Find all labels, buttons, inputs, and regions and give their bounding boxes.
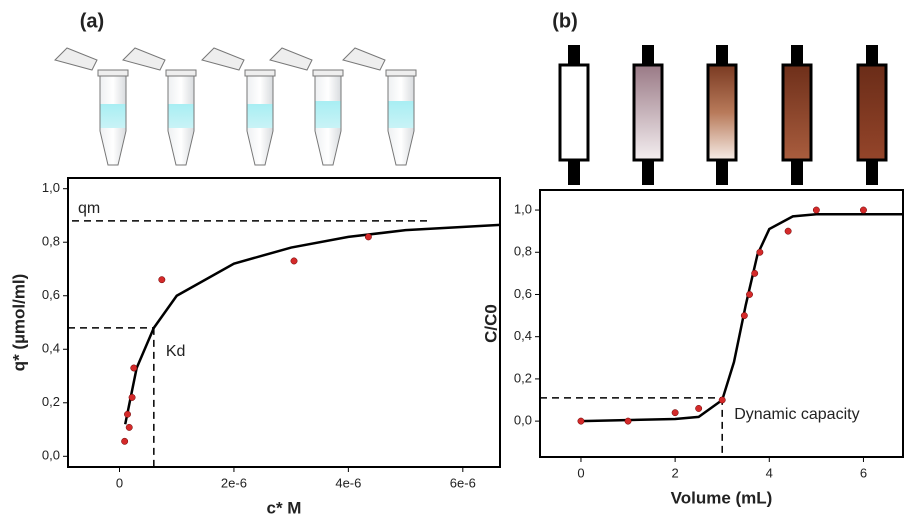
plot-frame bbox=[539, 189, 904, 458]
annotation: Kd bbox=[166, 343, 186, 360]
data-point bbox=[125, 423, 133, 431]
annotation: Dynamic capacity bbox=[734, 406, 859, 423]
data-point bbox=[624, 417, 632, 425]
data-point bbox=[671, 409, 679, 417]
plot-frame bbox=[67, 177, 501, 468]
tube bbox=[201, 47, 276, 166]
columns bbox=[558, 45, 888, 185]
x-tick-label: 4 bbox=[766, 465, 773, 480]
y-tick-label: 0,2 bbox=[42, 394, 60, 409]
data-point bbox=[130, 364, 138, 372]
data-point bbox=[158, 276, 166, 284]
y-tick-label: 1,0 bbox=[514, 201, 532, 216]
x-tick-label: 6e-6 bbox=[450, 475, 476, 490]
fit-curve bbox=[580, 213, 903, 423]
data-point bbox=[812, 206, 820, 214]
x-axis-label: c* M bbox=[267, 498, 302, 517]
tube bbox=[269, 47, 344, 166]
y-axis-label: q* (µmol/ml) bbox=[9, 274, 28, 372]
y-tick-label: 0,4 bbox=[514, 328, 532, 343]
x-tick-label: 0 bbox=[577, 465, 584, 480]
data-point bbox=[746, 291, 753, 298]
data-point bbox=[718, 396, 726, 404]
x-axis-label: Volume (mL) bbox=[671, 488, 773, 507]
tubes bbox=[54, 47, 417, 166]
y-tick-label: 0,0 bbox=[42, 448, 60, 463]
tube bbox=[54, 47, 129, 166]
y-axis-label: C/C0 bbox=[481, 304, 500, 343]
y-tick-label: 0,8 bbox=[514, 244, 532, 259]
column bbox=[856, 45, 888, 185]
data-point bbox=[290, 257, 298, 265]
x-tick-label: 2 bbox=[672, 465, 679, 480]
tube bbox=[342, 47, 417, 166]
annotation: qm bbox=[78, 200, 100, 217]
tube bbox=[122, 47, 197, 166]
y-tick-label: 0,8 bbox=[42, 234, 60, 249]
column bbox=[558, 45, 590, 185]
column bbox=[781, 45, 813, 185]
data-point bbox=[124, 410, 131, 418]
y-tick-label: 0,6 bbox=[514, 286, 532, 301]
column bbox=[706, 45, 738, 185]
y-tick-label: 1,0 bbox=[42, 180, 60, 195]
y-tick-label: 0,2 bbox=[514, 370, 532, 385]
x-tick-label: 4e-6 bbox=[335, 475, 361, 490]
y-tick-label: 0,6 bbox=[42, 287, 60, 302]
data-point bbox=[756, 248, 764, 256]
data-point bbox=[860, 206, 867, 214]
data-point bbox=[695, 405, 703, 412]
column bbox=[632, 45, 664, 185]
data-point bbox=[364, 233, 372, 241]
x-tick-label: 0 bbox=[116, 475, 123, 490]
chart-title: (a) bbox=[80, 10, 104, 32]
data-point bbox=[121, 437, 129, 445]
y-tick-label: 0,4 bbox=[42, 341, 60, 356]
data-point bbox=[751, 269, 759, 277]
data-point bbox=[577, 417, 585, 425]
y-tick-label: 0,0 bbox=[514, 413, 532, 428]
chart-title: (b) bbox=[552, 10, 578, 32]
data-point bbox=[128, 393, 136, 401]
data-point bbox=[740, 312, 748, 320]
x-tick-label: 2e-6 bbox=[221, 475, 247, 490]
fit-curve bbox=[123, 223, 501, 425]
x-tick-label: 6 bbox=[860, 465, 867, 480]
data-point bbox=[784, 227, 792, 235]
